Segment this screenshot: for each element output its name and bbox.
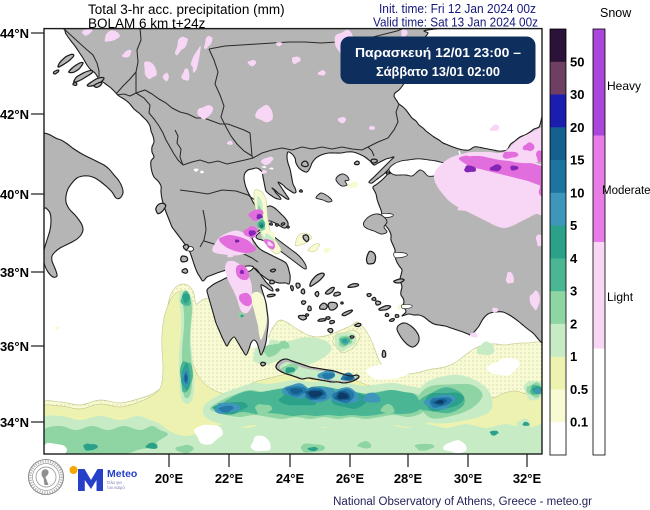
svg-text:30: 30 xyxy=(570,87,584,102)
svg-text:5: 5 xyxy=(570,218,577,233)
svg-text:Light: Light xyxy=(607,290,634,304)
svg-text:26°E: 26°E xyxy=(336,471,365,486)
svg-text:Init. time: Fri 12 Jan 2024 00: Init. time: Fri 12 Jan 2024 00z xyxy=(379,1,536,16)
svg-text:Παρασκευή 12/01 23:00 –: Παρασκευή 12/01 23:00 – xyxy=(355,45,521,60)
svg-text:10: 10 xyxy=(570,185,584,200)
svg-text:3: 3 xyxy=(570,284,577,299)
svg-text:36°N: 36°N xyxy=(0,339,29,354)
svg-text:Snow: Snow xyxy=(600,6,632,20)
svg-text:20°E: 20°E xyxy=(155,471,184,486)
svg-text:42°N: 42°N xyxy=(0,107,29,122)
svg-text:28°E: 28°E xyxy=(394,471,423,486)
svg-text:22°E: 22°E xyxy=(215,471,244,486)
svg-text:34°N: 34°N xyxy=(0,415,29,430)
svg-text:τον καιρό: τον καιρό xyxy=(107,485,125,490)
svg-text:4: 4 xyxy=(570,251,578,266)
svg-text:1: 1 xyxy=(570,349,577,364)
svg-text:Όλα για: Όλα για xyxy=(106,480,122,485)
svg-text:50: 50 xyxy=(570,54,584,69)
svg-text:Moderate: Moderate xyxy=(602,185,650,197)
svg-text:15: 15 xyxy=(570,153,584,168)
svg-text:0.1: 0.1 xyxy=(570,415,588,430)
svg-text:32°E: 32°E xyxy=(513,471,542,486)
svg-text:20: 20 xyxy=(570,120,584,135)
svg-text:National Observatory of Athens: National Observatory of Athens, Greece -… xyxy=(333,496,592,508)
svg-text:Meteo: Meteo xyxy=(107,468,137,480)
svg-text:Total 3-hr acc. precipitation: Total 3-hr acc. precipitation (mm) xyxy=(88,2,285,17)
svg-text:BOLAM 6 km t+24z: BOLAM 6 km t+24z xyxy=(88,16,206,31)
svg-text:0.5: 0.5 xyxy=(570,382,588,397)
svg-text:38°N: 38°N xyxy=(0,265,29,280)
svg-text:Σάββατο 13/01 02:00: Σάββατο 13/01 02:00 xyxy=(376,64,500,79)
svg-text:Valid time: Sat 13 Jan 2024 00: Valid time: Sat 13 Jan 2024 00z xyxy=(373,15,538,30)
svg-text:30°E: 30°E xyxy=(454,471,483,486)
svg-text:2: 2 xyxy=(570,316,577,331)
svg-text:40°N: 40°N xyxy=(0,187,29,202)
svg-text:24°E: 24°E xyxy=(276,471,305,486)
svg-text:Heavy: Heavy xyxy=(607,79,641,93)
svg-text:44°N: 44°N xyxy=(0,26,29,41)
